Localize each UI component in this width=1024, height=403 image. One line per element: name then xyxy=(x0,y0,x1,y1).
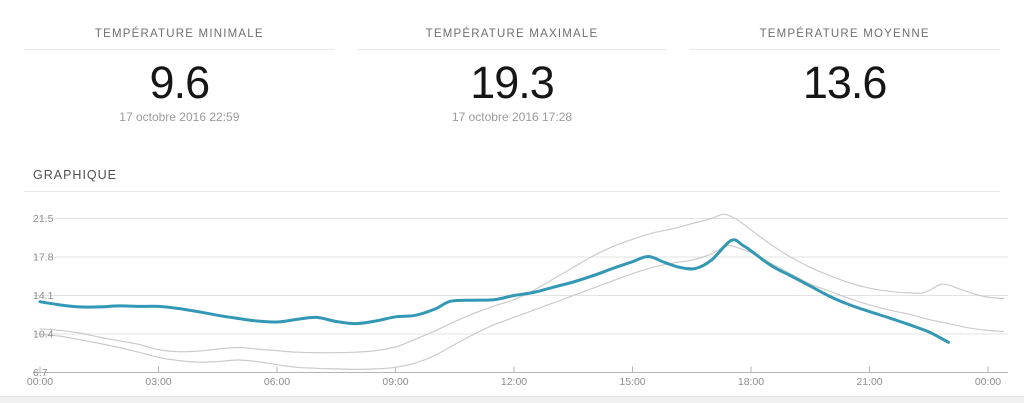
card-temperature-maximale: TEMPÉRATURE MAXIMALE 19.3 17 octobre 201… xyxy=(356,28,668,125)
x-tick-label: 03:00 xyxy=(145,376,171,388)
graph-section-title: GRAPHIQUE xyxy=(33,168,118,182)
x-tick-label: 15:00 xyxy=(619,376,645,388)
temperature-line[interactable] xyxy=(38,238,950,344)
card-label: TEMPÉRATURE MINIMALE xyxy=(24,28,335,50)
card-temperature-moyenne: TEMPÉRATURE MOYENNE 13.6 xyxy=(689,28,1000,125)
card-value: 19.3 xyxy=(470,57,555,108)
comparison-line-1[interactable] xyxy=(39,213,1005,354)
x-tick-label: 18:00 xyxy=(738,376,764,388)
y-tick-label: 6.7 xyxy=(33,367,48,379)
y-tick-label: 10.4 xyxy=(33,329,54,341)
y-tick-label: 21.5 xyxy=(33,213,54,225)
x-tick-label: 06:00 xyxy=(264,376,290,388)
comparison-line-2[interactable] xyxy=(39,244,1005,370)
card-value: 9.6 xyxy=(149,57,211,108)
x-tick-label: 12:00 xyxy=(501,376,527,388)
y-tick-label: 14.1 xyxy=(33,290,54,302)
x-tick-label: 21:00 xyxy=(856,376,882,388)
card-label: TEMPÉRATURE MAXIMALE xyxy=(356,28,668,50)
y-tick-label: 17.8 xyxy=(33,252,54,264)
x-tick-label: 00:00 xyxy=(975,376,1001,388)
x-tick-label: 00:00 xyxy=(27,376,53,388)
bottom-divider xyxy=(0,396,1024,403)
x-tick-label: 09:00 xyxy=(382,376,408,388)
stat-cards: TEMPÉRATURE MINIMALE 9.6 17 octobre 2016… xyxy=(0,28,1024,125)
card-value: 13.6 xyxy=(802,57,888,108)
card-date: 17 octobre 2016 17:28 xyxy=(451,110,573,125)
card-temperature-minimale: TEMPÉRATURE MINIMALE 9.6 17 octobre 2016… xyxy=(24,28,335,125)
card-date: 17 octobre 2016 22:59 xyxy=(119,110,240,125)
section-divider xyxy=(24,191,1000,192)
card-label: TEMPÉRATURE MOYENNE xyxy=(689,28,1000,50)
